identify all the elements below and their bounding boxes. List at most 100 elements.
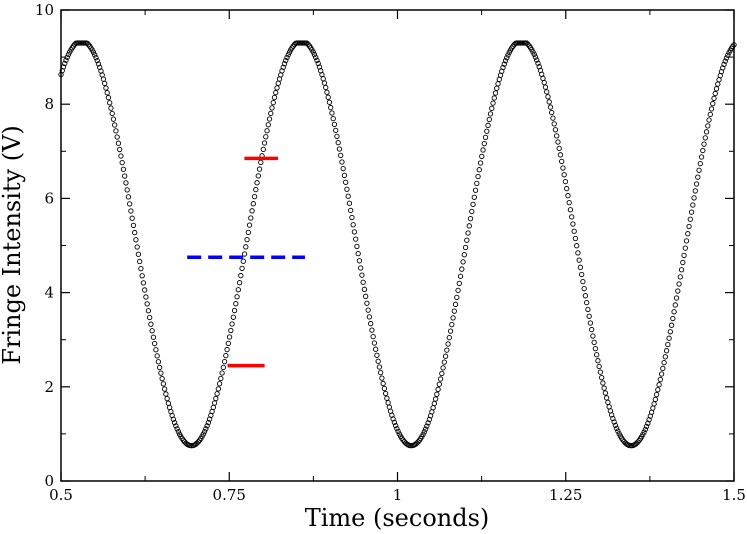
x-tick-label: 1.25	[549, 486, 582, 504]
data-point	[350, 222, 356, 228]
data-point	[566, 199, 572, 206]
data-point	[652, 396, 658, 403]
data-point	[477, 160, 484, 166]
data-point	[585, 306, 591, 313]
data-point	[105, 95, 112, 101]
data-point	[661, 360, 667, 366]
data-point	[695, 174, 701, 180]
data-point	[372, 346, 379, 352]
data-point	[430, 405, 436, 411]
data-point	[107, 100, 113, 106]
data-point	[380, 380, 386, 387]
data-point	[204, 423, 210, 429]
data-point	[481, 140, 487, 147]
data-point	[712, 90, 718, 97]
data-point	[670, 315, 676, 322]
data-point	[218, 375, 224, 382]
data-point	[479, 153, 485, 160]
data-point	[677, 274, 683, 280]
data-point	[703, 129, 710, 135]
data-point	[663, 348, 670, 354]
data-point	[268, 110, 274, 117]
data-point	[455, 287, 461, 294]
data-point	[460, 259, 466, 265]
data-point	[424, 423, 430, 429]
y-axis: 0 2 4 6 8 10	[35, 1, 734, 490]
data-point	[491, 95, 497, 101]
data-point	[484, 128, 490, 134]
data-point	[148, 321, 154, 327]
data-point	[487, 111, 494, 117]
data-point	[502, 58, 509, 64]
data-point	[577, 264, 584, 270]
data-point	[156, 364, 163, 371]
data-point	[535, 60, 541, 66]
data-point	[250, 201, 256, 207]
data-point	[705, 123, 711, 129]
data-point	[391, 419, 398, 426]
data-point	[425, 420, 431, 426]
data-point	[715, 81, 721, 87]
data-point	[109, 110, 115, 117]
data-point	[334, 133, 340, 140]
data-point	[574, 243, 580, 249]
data-point	[382, 390, 389, 397]
data-point	[114, 134, 120, 140]
data-point	[472, 187, 479, 193]
data-point	[482, 134, 489, 141]
data-point	[445, 341, 451, 347]
data-point	[329, 110, 335, 116]
data-point	[246, 222, 253, 228]
data-point	[594, 352, 600, 358]
data-point	[124, 187, 130, 193]
data-point	[431, 400, 437, 407]
data-point	[274, 85, 280, 91]
data-point	[240, 258, 246, 264]
data-point	[462, 244, 469, 251]
data-point	[708, 106, 715, 112]
data-point	[228, 327, 234, 334]
data-point	[254, 180, 260, 186]
data-point	[315, 60, 321, 67]
data-point	[266, 116, 273, 122]
data-point	[544, 89, 550, 95]
data-point	[440, 365, 446, 371]
data-point	[330, 116, 336, 122]
data-point	[702, 135, 708, 141]
data-point	[667, 329, 673, 335]
data-point	[486, 116, 492, 123]
data-point	[691, 195, 697, 201]
data-point	[454, 294, 460, 301]
data-point	[541, 79, 547, 86]
data-point	[570, 221, 576, 227]
data-point	[711, 95, 717, 102]
data-point	[130, 222, 137, 229]
data-point	[635, 439, 641, 445]
data-point	[258, 159, 264, 166]
data-point	[205, 419, 211, 426]
data-point	[565, 192, 571, 199]
data-point	[394, 425, 400, 432]
data-point	[340, 166, 346, 172]
data-point	[551, 121, 557, 127]
data-point	[615, 428, 621, 434]
data-point	[255, 173, 261, 179]
data-point	[592, 345, 599, 352]
data-point	[354, 243, 360, 250]
data-point	[469, 208, 475, 215]
data-point	[490, 100, 496, 106]
data-point	[139, 273, 145, 279]
data-point	[285, 52, 291, 58]
data-point	[336, 146, 343, 152]
data-point	[343, 179, 349, 185]
plot-frame	[60, 9, 735, 482]
data-point	[103, 85, 109, 91]
data-point	[210, 404, 216, 411]
data-point	[722, 58, 728, 64]
data-point	[559, 158, 565, 165]
data-point	[470, 201, 476, 208]
x-tick-label: 0.5	[49, 486, 73, 504]
data-point	[456, 280, 462, 286]
data-point	[361, 286, 368, 292]
y-tick-label: 0	[44, 472, 54, 490]
